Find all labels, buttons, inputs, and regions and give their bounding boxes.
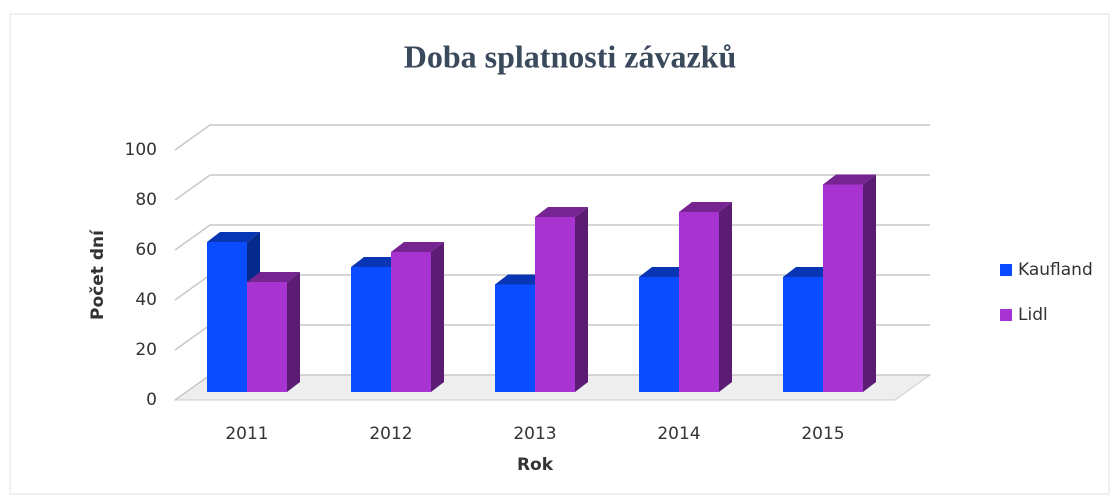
y-tick-label: 100 — [125, 140, 157, 160]
bar-top — [823, 174, 876, 185]
grid-line — [174, 174, 930, 201]
bar-top — [351, 257, 404, 267]
bar-front — [823, 184, 863, 392]
y-tick-label: 20 — [135, 340, 157, 360]
bar-top — [783, 267, 836, 277]
bar — [247, 272, 300, 392]
bar-front — [679, 212, 719, 392]
bar-side — [863, 174, 876, 392]
legend-label: Lidl — [1018, 305, 1048, 325]
x-tick-label: 2011 — [225, 424, 268, 444]
bar-side — [575, 207, 588, 392]
bar-top — [535, 207, 588, 217]
bar — [823, 174, 876, 392]
bar-top — [679, 202, 732, 212]
bar-front — [391, 252, 431, 392]
bar-front — [535, 217, 575, 392]
x-tick-label: 2015 — [801, 424, 844, 444]
y-tick-label: 0 — [146, 390, 157, 410]
bar-front — [639, 277, 679, 392]
y-tick-label: 40 — [135, 290, 157, 310]
bar-front — [247, 282, 287, 392]
x-tick-label: 2013 — [513, 424, 556, 444]
bar-side — [431, 242, 444, 392]
y-tick-label: 60 — [135, 240, 157, 260]
bar-side — [719, 202, 732, 392]
grid-line — [174, 124, 930, 151]
bar-top — [391, 242, 444, 252]
legend-swatch — [1000, 264, 1012, 276]
y-axis-title: Počet dní — [88, 229, 108, 320]
x-axis-title: Rok — [517, 455, 554, 475]
y-tick-label: 80 — [135, 190, 157, 210]
legend-label: Kaufland — [1018, 260, 1093, 280]
bar-top — [247, 272, 300, 282]
x-tick-label: 2012 — [369, 424, 412, 444]
bar-front — [351, 267, 391, 392]
chart-title: Doba splatnosti závazků — [404, 38, 737, 74]
bar — [391, 242, 444, 392]
bar-top — [495, 274, 548, 285]
bar-front — [207, 242, 247, 392]
bar-top — [207, 232, 260, 242]
bar — [679, 202, 732, 392]
x-tick-label: 2014 — [657, 424, 700, 444]
bar-front — [783, 277, 823, 392]
bar-side — [287, 272, 300, 392]
legend-swatch — [1000, 309, 1012, 321]
bar-front — [495, 284, 535, 392]
bar-top — [639, 267, 692, 277]
bar — [535, 207, 588, 392]
